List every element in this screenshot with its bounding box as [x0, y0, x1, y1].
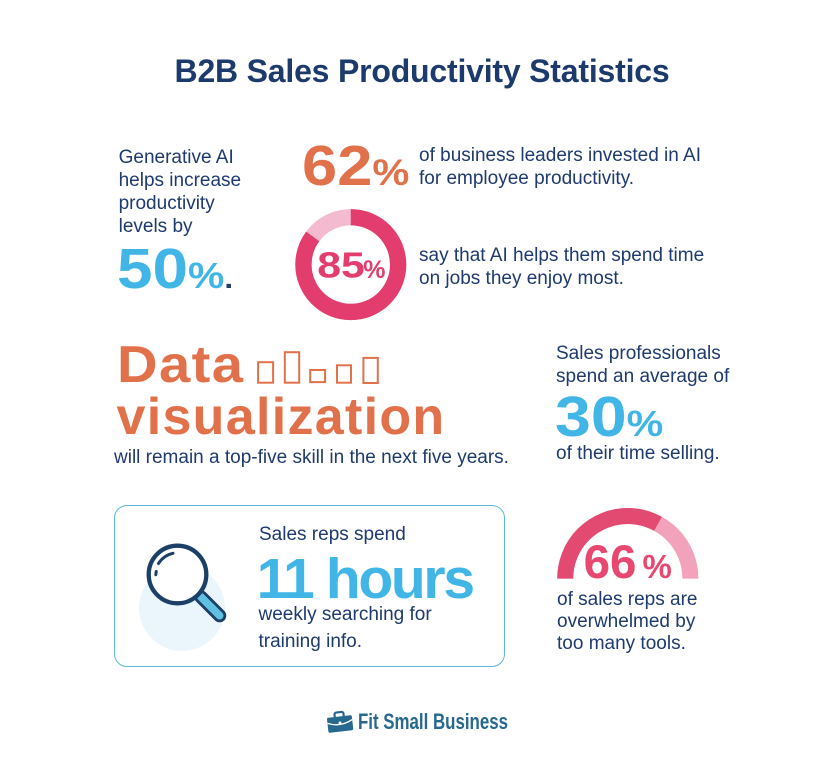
svg-text:Fit Small Business: Fit Small Business [358, 709, 508, 734]
svg-text:%: % [363, 256, 385, 284]
svg-text:85: 85 [317, 246, 365, 286]
